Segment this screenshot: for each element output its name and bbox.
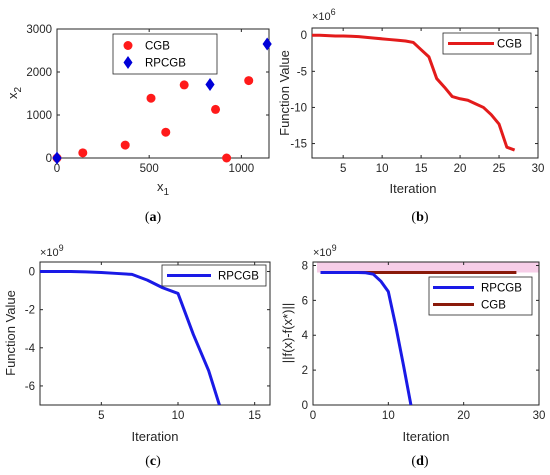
chart-a-point-rpcgb (205, 77, 215, 91)
chart-c-ytick-label: -4 (25, 343, 36, 355)
chart-c-legend: RPCGB (161, 264, 267, 287)
chart-c-xtick-label: 15 (248, 410, 261, 422)
chart-b-ytick-label: -5 (297, 66, 307, 78)
chart-d-legend: RPCGB CGB (428, 276, 533, 316)
chart-a-point-rpcgb (52, 151, 62, 165)
chart-b-ytick-label: -15 (290, 139, 307, 151)
chart-a-panel-label: (a) (145, 210, 162, 225)
chart-b-series-cgb (312, 33, 516, 152)
legend-a-cgb-marker (123, 41, 133, 50)
chart-c-xtick-label: 10 (172, 410, 185, 422)
chart-d-xtick-label: 10 (382, 410, 395, 422)
chart-c-ylabel: Function Value (3, 290, 18, 376)
chart-d-ytick-label: 6 (302, 295, 308, 307)
chart-b: 5 10 15 20 25 30 0 -5 -10 -15 ×106 Iteration Func… (277, 7, 544, 225)
chart-b-exponent: ×106 (312, 7, 336, 23)
chart-c-series-rpcgb (40, 270, 221, 405)
chart-a-ytick-label: 0 (46, 153, 52, 165)
chart-c-exponent: ×109 (40, 243, 64, 259)
chart-a-point-cgb (179, 80, 189, 90)
chart-d-panel-label: (d) (411, 454, 428, 469)
chart-d-ytick-label: 2 (302, 365, 308, 377)
chart-c-ytick-label: -6 (25, 381, 35, 393)
legend-a-rpcgb-marker (123, 56, 133, 69)
chart-d-highlight-band (317, 262, 539, 273)
chart-b-xlabel: Iteration (390, 181, 437, 196)
chart-b-xtick-label: 15 (415, 163, 428, 175)
chart-a-point-cgb (211, 104, 221, 114)
chart-a-point-cgb (78, 148, 88, 158)
chart-b-plot-area (311, 27, 539, 159)
chart-c-xtick-label: 5 (98, 410, 104, 422)
chart-d-xtick-label: 20 (457, 410, 470, 422)
chart-a-xtick-label: 500 (140, 163, 159, 175)
chart-a: 0 500 1000 0 1000 2000 3000 x1 x2 CGB RPCGB (a… (5, 24, 272, 225)
chart-d-xlabel: Iteration (403, 429, 450, 444)
legend-d-cgb-label: CGB (481, 300, 506, 312)
chart-d-ytick-label: 8 (302, 260, 308, 272)
chart-b-xtick-label: 10 (376, 163, 389, 175)
chart-a-xtick-label: 1000 (229, 163, 255, 175)
chart-c-panel-label: (c) (145, 454, 161, 469)
chart-d-series-rpcgb (320, 270, 413, 405)
chart-c-xlabel: Iteration (132, 429, 179, 444)
chart-c: 5 10 15 0 -2 -4 -6 ×109 Iteration Function Val… (3, 243, 271, 469)
chart-a-point-cgb (222, 153, 232, 163)
chart-a-point-cgb (161, 127, 171, 137)
chart-b-xtick-label: 20 (454, 163, 467, 175)
chart-a-legend: CGB RPCGB (112, 33, 218, 75)
chart-a-point-cgb (146, 93, 156, 103)
chart-a-point-cgb (244, 76, 254, 86)
chart-a-plot-area (56, 28, 270, 159)
chart-b-legend: CGB (442, 32, 532, 55)
legend-a-cgb-label: CGB (145, 41, 170, 53)
chart-d-xtick-label: 0 (310, 410, 316, 422)
chart-a-ylabel: x2 (5, 87, 24, 100)
chart-d-ylabel: ||f(x)-f(x*)|| (280, 303, 295, 363)
legend-c-rpcgb-label: RPCGB (218, 271, 259, 283)
chart-d: 0 10 20 30 0 2 4 6 8 ×109 Iteration ||f(x)-f(x*)… (280, 243, 545, 469)
chart-d-ytick-label: 4 (302, 330, 309, 342)
chart-d-exponent: ×109 (313, 243, 337, 259)
chart-a-xtick-label: 0 (54, 163, 60, 175)
chart-d-plot-area (312, 261, 540, 406)
chart-d-ytick-label: 0 (302, 400, 308, 412)
chart-c-plot-area (39, 261, 271, 406)
chart-d-xtick-label: 30 (533, 410, 546, 422)
chart-b-ytick-label: 0 (301, 30, 307, 42)
chart-a-xlabel: x1 (157, 179, 170, 198)
legend-b-cgb-label: CGB (497, 39, 522, 51)
chart-b-ytick-label: -10 (290, 102, 307, 114)
chart-b-xtick-label: 5 (340, 163, 346, 175)
chart-b-xtick-label: 25 (493, 163, 506, 175)
legend-d-rpcgb-label: RPCGB (481, 283, 522, 295)
chart-c-ytick-label: -2 (25, 305, 35, 317)
chart-a-ytick-label: 2000 (26, 67, 52, 79)
legend-a-rpcgb-label: RPCGB (145, 58, 186, 70)
chart-a-point-cgb (120, 140, 130, 150)
chart-c-ytick-label: 0 (29, 267, 35, 279)
chart-b-ylabel: Function Value (277, 50, 292, 136)
chart-b-panel-label: (b) (411, 210, 428, 225)
chart-a-ytick-label: 3000 (26, 24, 52, 36)
chart-b-xtick-label: 30 (532, 163, 545, 175)
chart-a-ytick-label: 1000 (26, 110, 52, 122)
chart-a-point-rpcgb (262, 37, 272, 51)
